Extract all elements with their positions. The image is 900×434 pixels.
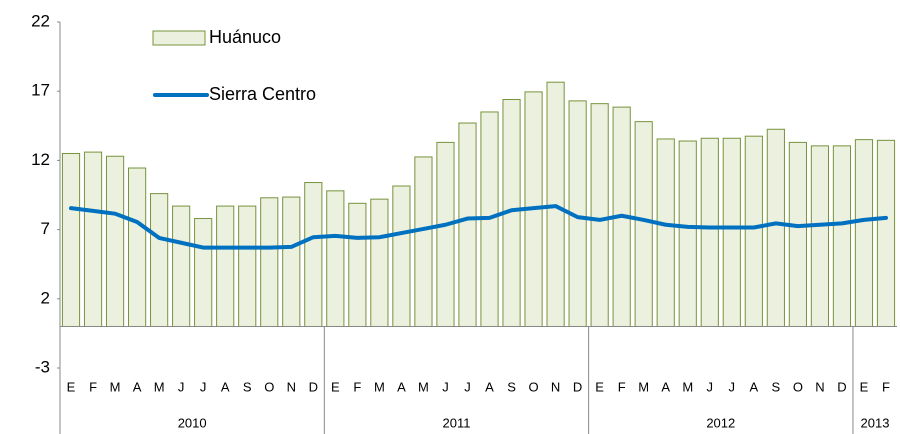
bar (128, 167, 147, 327)
x-tick-label: M (418, 379, 429, 394)
x-tick-label: J (178, 379, 185, 394)
bar (105, 155, 125, 327)
bar (722, 137, 741, 327)
bar (304, 182, 323, 327)
x-tick-label: F (618, 379, 626, 394)
bar (700, 137, 719, 327)
x-tick-label: F (89, 379, 97, 394)
bar (238, 205, 257, 327)
bar (634, 121, 653, 327)
x-tick-label: A (221, 379, 230, 394)
bar (392, 185, 411, 327)
x-tick-label: E (331, 379, 340, 394)
bar (83, 151, 103, 327)
x-tick-label: E (595, 379, 604, 394)
x-tick-label: J (464, 379, 471, 394)
bar (260, 197, 279, 327)
bar (766, 128, 785, 327)
x-tick-label: A (133, 379, 142, 394)
x-tick-label: D (309, 379, 318, 394)
x-tick-label: D (573, 379, 582, 394)
bar (678, 140, 697, 327)
y-tick-label: 22 (31, 11, 50, 30)
x-tick-label: M (154, 379, 165, 394)
x-group-label: 2012 (706, 415, 735, 430)
x-tick-label: O (793, 379, 803, 394)
x-tick-label: S (772, 379, 781, 394)
x-tick-label: N (551, 379, 560, 394)
x-tick-label: S (507, 379, 516, 394)
x-tick-label: M (682, 379, 693, 394)
x-tick-label: N (815, 379, 824, 394)
x-tick-label: O (264, 379, 274, 394)
x-tick-label: D (837, 379, 846, 394)
bar (282, 196, 301, 327)
x-tick-label: A (661, 379, 670, 394)
line-series (69, 204, 888, 250)
x-tick-label: J (707, 379, 714, 394)
bar (370, 198, 389, 327)
bar (810, 145, 829, 327)
x-group-label: 2011 (442, 415, 470, 430)
bar (744, 135, 763, 327)
bar (150, 193, 169, 327)
legend-label: Huánuco (209, 27, 281, 47)
x-tick-label: A (485, 379, 494, 394)
x-tick-label: A (397, 379, 406, 394)
bar (832, 145, 852, 327)
bar (414, 156, 433, 327)
x-tick-label: J (442, 379, 449, 394)
bar (458, 122, 477, 327)
legend-label: Sierra Centro (209, 84, 316, 104)
bar (590, 103, 609, 327)
y-tick-label: 17 (31, 81, 50, 100)
legend-swatch (152, 30, 206, 46)
x-tick-label: F (353, 379, 361, 394)
x-tick-label: M (638, 379, 649, 394)
bar (216, 205, 235, 327)
x-tick-label: N (287, 379, 296, 394)
bar (854, 139, 874, 327)
x-tick-label: F (882, 379, 890, 394)
x-tick-label: J (729, 379, 736, 394)
x-tick-label: A (749, 379, 758, 394)
x-tick-label: M (110, 379, 121, 394)
x-tick-label: E (67, 379, 76, 394)
bar (194, 218, 213, 327)
bar (788, 141, 807, 327)
bar (326, 190, 345, 327)
bar (656, 138, 675, 327)
x-tick-label: E (860, 379, 869, 394)
x-tick-label: O (529, 379, 539, 394)
y-tick-label: 12 (31, 150, 50, 169)
y-tick-label: -3 (35, 357, 50, 376)
x-tick-label: S (243, 379, 252, 394)
x-group-label: 2010 (178, 415, 207, 430)
bar (436, 141, 455, 327)
y-tick-label: 7 (41, 219, 50, 238)
x-tick-label: M (374, 379, 385, 394)
x-tick-label: J (200, 379, 207, 394)
y-tick-label: 2 (41, 288, 50, 307)
x-group-label: 2013 (861, 415, 890, 430)
bar (348, 202, 367, 327)
bar (61, 152, 81, 327)
bar (172, 205, 191, 327)
bar (876, 139, 896, 327)
